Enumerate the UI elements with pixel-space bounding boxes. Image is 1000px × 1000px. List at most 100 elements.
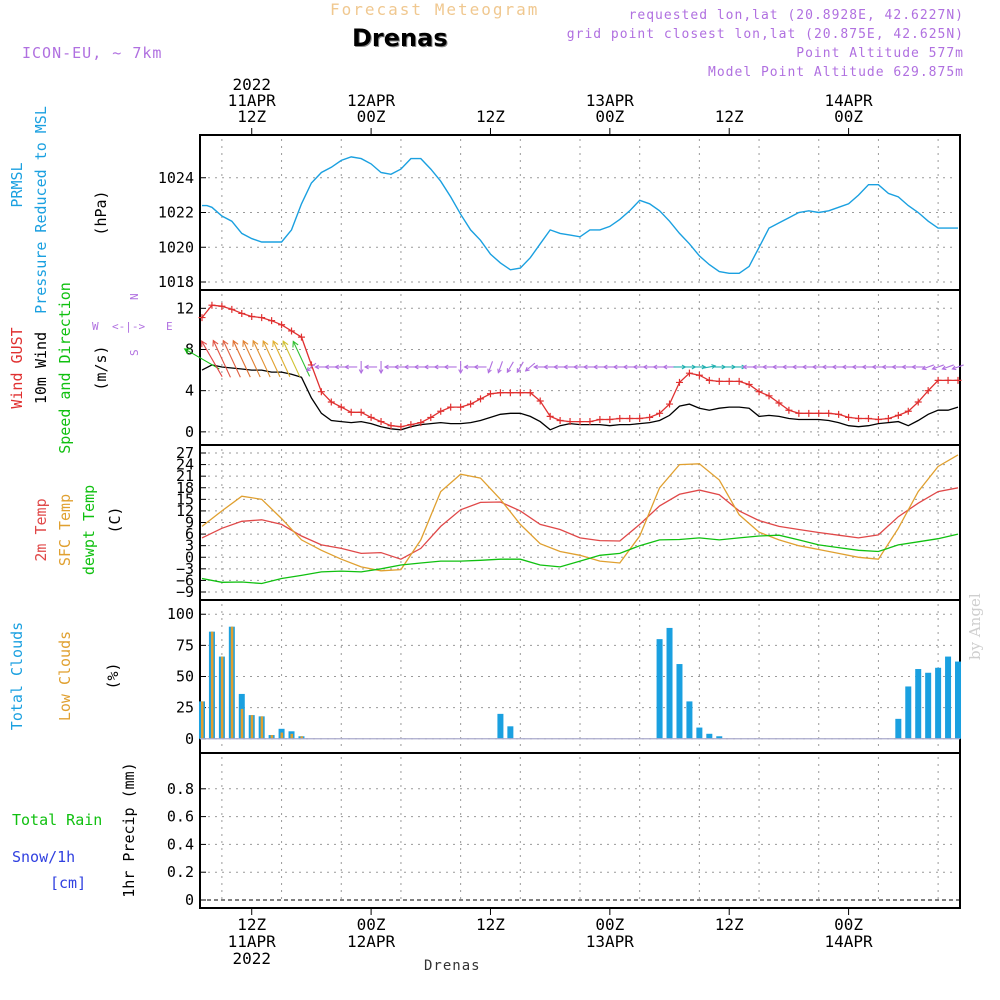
- wind-arrow: [911, 364, 925, 370]
- wind-arrow-head: [533, 364, 538, 370]
- wind-arrow-shaft: [487, 361, 494, 373]
- gust-marker: [954, 376, 962, 384]
- compass-west: W: [92, 320, 99, 333]
- total-cloud-bar: [935, 667, 942, 739]
- top-time-label: 00Z: [595, 107, 624, 126]
- gust-marker: [805, 409, 813, 417]
- total-cloud-bar: [497, 713, 504, 739]
- wind-arrow-head: [212, 339, 219, 347]
- wind-arrow-head: [921, 365, 927, 371]
- wind-arrow-head: [403, 364, 409, 370]
- wind-arrow-head: [487, 368, 492, 374]
- wind-arrow-head: [183, 348, 191, 355]
- gust-marker: [884, 414, 892, 422]
- wind-arrow-shaft: [942, 364, 954, 370]
- y-tick-label: 15: [176, 490, 194, 508]
- wind-arrow-head: [642, 364, 648, 370]
- total-cloud-bar: [955, 661, 962, 739]
- wind-arrow-head: [781, 364, 787, 370]
- gust-marker: [457, 403, 465, 411]
- wind-arrow-head: [383, 364, 389, 370]
- wind-arrow-shaft: [232, 340, 251, 378]
- gust-marker: [825, 409, 833, 417]
- wind-arrow-head: [941, 365, 947, 371]
- wind-arrow-shaft: [952, 364, 964, 370]
- gust-marker: [477, 395, 485, 403]
- y-tick-label: 27: [176, 444, 194, 462]
- wind-arrow-head: [314, 364, 320, 370]
- station-name: Drenas: [352, 24, 448, 52]
- wind-arrow: [921, 364, 934, 371]
- y-tick-label: 0: [185, 891, 194, 909]
- gust-marker: [695, 371, 703, 379]
- bottom-time-label: 12Z: [476, 915, 505, 934]
- total-cloud-bar: [686, 701, 693, 739]
- wind-arrow: [262, 339, 281, 378]
- wind-arrow-head: [612, 364, 618, 370]
- wind-arrow-head: [292, 340, 299, 348]
- top-time-label: 12Z: [476, 107, 505, 126]
- gust-marker: [377, 418, 385, 426]
- wind-arrow-shaft: [252, 340, 271, 378]
- gust-marker: [427, 413, 435, 421]
- wind-arrow-shaft: [306, 362, 317, 372]
- wind-arrow: [524, 362, 536, 372]
- wind-arrow-head: [473, 364, 479, 370]
- y-tick-label: −3: [176, 560, 194, 578]
- gust-marker: [646, 413, 654, 421]
- wind-arrow: [272, 339, 291, 378]
- bottom-time-label: 13APR: [586, 932, 635, 951]
- y-tick-label: 9: [185, 514, 194, 532]
- wind-arrow: [703, 364, 717, 369]
- total-cloud-bar: [676, 664, 683, 739]
- grid-point-location: grid point closest lon,lat (20.875E, 42.…: [566, 27, 964, 42]
- gust-marker: [238, 309, 246, 317]
- bottom-station-name: Drenas: [424, 958, 481, 974]
- wind-arrow: [941, 364, 954, 371]
- y-tick-label: 50: [176, 668, 194, 686]
- gust-marker: [297, 333, 305, 341]
- wind-arrow-head: [951, 365, 957, 371]
- wind-arrow-head: [423, 364, 429, 370]
- gust-marker: [248, 313, 256, 321]
- gust-marker: [606, 415, 614, 423]
- gust-marker: [626, 414, 634, 422]
- y-tick-label: 0.2: [167, 863, 194, 881]
- total-cloud-bar: [915, 669, 922, 739]
- wind-arrow-head: [562, 364, 568, 370]
- model-altitude: Model Point Altitude 629.875m: [708, 65, 964, 80]
- low-cloud-bar: [250, 715, 254, 739]
- wind-arrow-head: [871, 364, 877, 370]
- total-cloud-bar: [656, 639, 663, 739]
- wind-arrow-shaft: [922, 364, 934, 370]
- low-cloud-bar: [270, 735, 274, 739]
- y-tick-label: 24: [176, 456, 194, 474]
- wind-arrow: [951, 364, 964, 371]
- wind-arrow: [378, 360, 384, 375]
- y-tick-label: −9: [176, 583, 194, 601]
- low-clouds-label: Low Clouds: [56, 631, 74, 721]
- gust-marker: [367, 413, 375, 421]
- wind-arrow-head: [413, 364, 419, 370]
- wind-arrow-head: [911, 364, 916, 370]
- wind-arrow-shaft: [506, 361, 514, 373]
- wind-dir-label: Speed and Direction: [56, 282, 74, 454]
- total-cloud-bar: [716, 736, 723, 739]
- wind-arrow-head: [761, 364, 767, 370]
- chart-main-title: Forecast Meteogram: [330, 0, 540, 19]
- pressure-label-short: PRMSL: [8, 162, 26, 207]
- wind-arrow-shaft: [184, 348, 220, 370]
- gust-marker: [855, 414, 863, 422]
- wind-arrow-head: [751, 364, 757, 370]
- wind-arrow-head: [931, 365, 937, 371]
- wind-arrow-shaft: [212, 340, 231, 378]
- wind-arrow-head: [771, 364, 777, 370]
- wind-arrow-head: [393, 364, 399, 370]
- wind-arrow-head: [516, 368, 522, 374]
- wind-arrow: [363, 364, 378, 370]
- wind-arrow-shaft: [282, 340, 301, 377]
- temp-unit: (C): [106, 506, 124, 533]
- gust-marker: [735, 377, 743, 385]
- compass-north: N: [128, 293, 141, 300]
